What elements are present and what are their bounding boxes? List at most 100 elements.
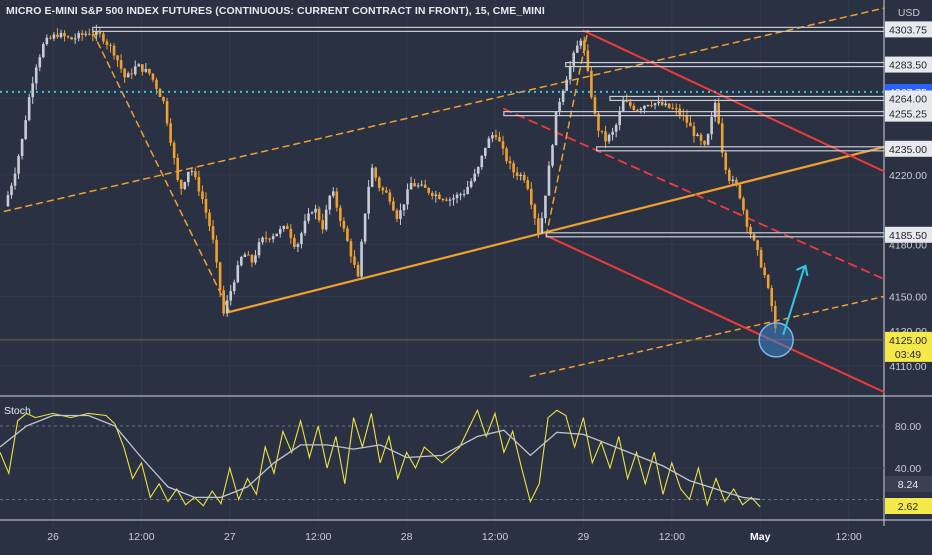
candle-body bbox=[487, 138, 491, 148]
candle-body bbox=[593, 97, 597, 114]
candle-body bbox=[766, 275, 770, 288]
candle-body bbox=[770, 287, 774, 307]
candle-body bbox=[728, 169, 731, 181]
candle-body bbox=[24, 120, 27, 140]
candle-body bbox=[664, 103, 667, 106]
candle-body bbox=[529, 188, 533, 205]
candle-body bbox=[38, 57, 42, 68]
price-label-bg-level bbox=[885, 105, 932, 122]
candle-body bbox=[339, 207, 342, 221]
x-tick-label: 12:00 bbox=[659, 531, 685, 543]
level-4264 bbox=[609, 95, 885, 102]
candle-body bbox=[469, 181, 473, 187]
candle-body bbox=[303, 220, 307, 234]
candle-body bbox=[286, 226, 289, 229]
candle-body bbox=[31, 83, 35, 98]
level-box-layer bbox=[0, 26, 885, 358]
candle-body bbox=[409, 183, 413, 190]
candle-body bbox=[183, 182, 187, 189]
candle-body bbox=[466, 186, 469, 194]
trendline-orange-solid bbox=[227, 145, 886, 314]
candle-body bbox=[575, 45, 579, 53]
candle-body bbox=[402, 204, 406, 211]
candle-body bbox=[540, 218, 544, 234]
candle-body bbox=[282, 226, 286, 230]
projection-arrow bbox=[782, 266, 806, 335]
candle-body bbox=[420, 184, 423, 186]
candle-body bbox=[639, 108, 643, 111]
candle-body bbox=[204, 199, 208, 213]
candle-body bbox=[611, 131, 614, 135]
price-axis-label: 4303.75 bbox=[889, 24, 927, 36]
candle-body bbox=[671, 107, 675, 109]
candle-body bbox=[392, 201, 395, 211]
candle-body bbox=[236, 265, 240, 283]
candle-body bbox=[243, 254, 247, 258]
candle-body bbox=[119, 60, 123, 69]
candle-body bbox=[133, 66, 137, 75]
candle-body bbox=[105, 41, 109, 45]
x-tick-label: 12:00 bbox=[128, 531, 154, 543]
candle-body bbox=[222, 290, 225, 314]
candle-body bbox=[568, 65, 572, 80]
stoch-k-line bbox=[0, 408, 761, 508]
x-tick-label: 28 bbox=[401, 531, 413, 543]
candle-body bbox=[445, 199, 448, 201]
candle-body bbox=[296, 244, 300, 247]
candle-body bbox=[257, 242, 261, 256]
candle-body bbox=[27, 97, 31, 121]
oscillator-layer bbox=[0, 408, 884, 508]
candle-body bbox=[63, 32, 66, 37]
candle-body bbox=[211, 226, 215, 240]
candle-body bbox=[310, 212, 314, 214]
candle-body bbox=[229, 291, 233, 301]
candle-body bbox=[17, 156, 20, 174]
chart-title: MICRO E-MINI S&P 500 INDEX FUTURES (CONT… bbox=[6, 5, 545, 17]
candle-body bbox=[13, 173, 17, 186]
candle-body bbox=[102, 33, 105, 42]
candle-body bbox=[621, 100, 625, 112]
stoch-d-line bbox=[0, 414, 761, 501]
candle-body bbox=[512, 163, 515, 173]
candle-body bbox=[356, 264, 360, 277]
candle-body bbox=[49, 37, 52, 39]
candle-body bbox=[307, 213, 310, 221]
candle-body bbox=[455, 194, 459, 199]
candle-body bbox=[650, 105, 653, 107]
candle-body bbox=[551, 145, 554, 166]
price-label-bg-level bbox=[885, 226, 932, 243]
candle-body bbox=[406, 189, 409, 205]
candle-body bbox=[448, 199, 452, 201]
candle-body bbox=[388, 192, 392, 202]
candle-body bbox=[427, 187, 431, 193]
x-tick-label: 12:00 bbox=[482, 531, 508, 543]
candle-body bbox=[554, 111, 558, 146]
candle-body bbox=[773, 306, 777, 329]
candle-body bbox=[271, 236, 275, 240]
candle-body bbox=[73, 38, 77, 40]
candle-body bbox=[600, 130, 604, 132]
candle-body bbox=[749, 226, 752, 235]
candle-body bbox=[289, 228, 293, 238]
candle-body bbox=[250, 255, 254, 263]
price-label-bg-level bbox=[885, 140, 932, 157]
price-axis-label: 4110.00 bbox=[889, 361, 926, 373]
candle-body bbox=[165, 101, 169, 124]
candle-body bbox=[331, 191, 335, 196]
candle-body bbox=[144, 68, 148, 72]
candle-body bbox=[416, 185, 420, 187]
trendline-orange-dashed-leg2 bbox=[545, 29, 589, 237]
x-tick-label: 12:00 bbox=[835, 531, 861, 543]
candle-body bbox=[561, 90, 565, 102]
candle-body bbox=[763, 267, 766, 276]
candle-body bbox=[689, 122, 692, 127]
candle-body bbox=[77, 33, 80, 39]
candle-body bbox=[381, 187, 385, 191]
candle-body bbox=[317, 208, 321, 221]
candle-body bbox=[148, 68, 151, 74]
candle-body bbox=[498, 137, 501, 142]
stoch-axis-label: 40.00 bbox=[895, 463, 921, 475]
candle-body bbox=[646, 105, 650, 107]
